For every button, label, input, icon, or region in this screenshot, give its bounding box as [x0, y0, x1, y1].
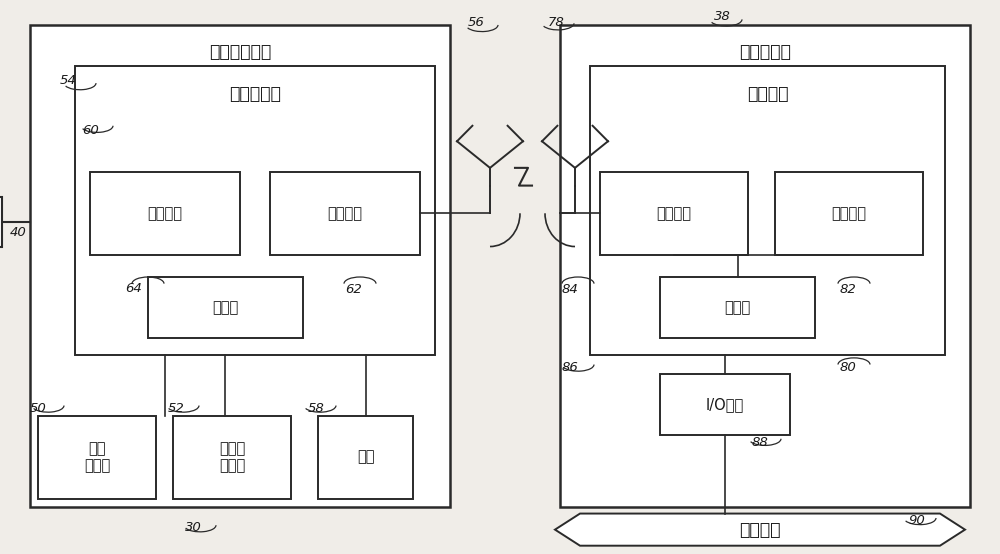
Text: 86: 86	[562, 361, 579, 375]
Text: 电源: 电源	[357, 449, 374, 465]
Bar	[90, 172, 240, 255]
Text: 处理单元: 处理单元	[832, 206, 866, 221]
Text: 40: 40	[10, 226, 27, 239]
Text: 收发器单元: 收发器单元	[739, 43, 791, 60]
Text: 压力
传感器: 压力 传感器	[84, 441, 110, 473]
Text: 58: 58	[308, 402, 325, 416]
Bar	[660, 277, 815, 338]
Bar	[38, 416, 156, 499]
Text: 通信电路: 通信电路	[747, 85, 788, 103]
Bar	[0, 197, 2, 247]
Text: 54: 54	[60, 74, 77, 87]
Text: 56: 56	[468, 16, 485, 29]
Bar	[560, 25, 970, 507]
Text: 无线单元: 无线单元	[656, 206, 691, 221]
Text: 78: 78	[548, 16, 565, 29]
Polygon shape	[555, 514, 965, 546]
Text: 88: 88	[752, 435, 769, 449]
Text: 62: 62	[345, 283, 362, 296]
Text: 82: 82	[840, 283, 857, 296]
Bar	[600, 172, 748, 255]
Bar	[590, 66, 945, 355]
Text: 30: 30	[185, 521, 202, 534]
Bar	[75, 66, 435, 355]
Text: 38: 38	[714, 10, 731, 23]
Text: 无线单元: 无线单元	[328, 206, 363, 221]
Text: 处理单元: 处理单元	[147, 206, 182, 221]
Text: 52: 52	[168, 402, 185, 416]
Text: 存储器: 存储器	[212, 300, 239, 315]
Bar	[318, 416, 413, 499]
Text: 传感器电路: 传感器电路	[229, 85, 281, 103]
Text: 80: 80	[840, 361, 857, 375]
Text: I/O装置: I/O装置	[706, 397, 744, 412]
Bar	[173, 416, 291, 499]
Text: 50: 50	[30, 402, 47, 416]
Bar	[775, 172, 923, 255]
Text: 车辆总线: 车辆总线	[739, 521, 781, 538]
Text: 惯性测
量单元: 惯性测 量单元	[219, 441, 245, 473]
Bar	[270, 172, 420, 255]
Text: 64: 64	[125, 281, 142, 295]
Text: 90: 90	[908, 514, 925, 527]
Text: 存储器: 存储器	[724, 300, 751, 315]
Text: 84: 84	[562, 283, 579, 296]
Text: 集成感测单元: 集成感测单元	[209, 43, 271, 60]
Bar	[148, 277, 303, 338]
Bar	[660, 374, 790, 435]
Text: 60: 60	[82, 124, 99, 137]
Bar	[30, 25, 450, 507]
